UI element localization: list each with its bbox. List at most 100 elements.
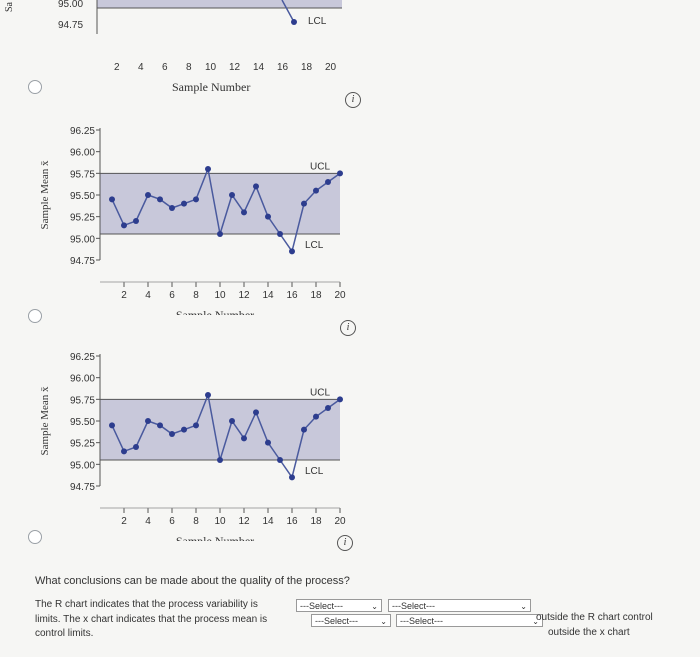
x-tick-label: 12 (238, 516, 250, 527)
data-point (337, 396, 343, 403)
chevron-down-icon: ⌄ (532, 617, 539, 626)
data-point (241, 435, 247, 442)
chart-top-series-line (281, 0, 295, 23)
x-tick-label: 16 (286, 516, 298, 527)
chart-top-xtick-6: 6 (162, 62, 168, 73)
variability-select[interactable]: ---Select--- ⌄ (296, 599, 382, 612)
y-tick-label: 95.25 (70, 213, 95, 224)
chart-top-xtick-8: 8 (186, 62, 192, 73)
chart-top: Sa 95.00 94.75 LCL 2 4 6 8 10 12 14 16 1… (4, 0, 342, 94)
x-tick-label: 8 (193, 290, 199, 301)
chart-top-ytick-1: 94.75 (58, 20, 83, 31)
data-point (265, 213, 271, 220)
x-tick-label: 2 (121, 290, 127, 301)
x-tick-label: 12 (238, 290, 250, 301)
x-tick-label: 16 (286, 290, 298, 301)
y-tick-label: 94.75 (70, 256, 95, 267)
y-tick-label: 95.25 (70, 439, 95, 450)
data-point (145, 192, 151, 198)
y-tick-label: 96.25 (70, 126, 95, 137)
data-point (133, 444, 139, 450)
data-point (217, 231, 223, 237)
question-prompt: What conclusions can be made about the q… (35, 575, 350, 587)
x-tick-label: 2 (121, 516, 127, 527)
data-point (325, 405, 331, 411)
y-tick-label: 95.50 (70, 417, 95, 428)
y-axis-label: Sample Mean x̄ (39, 386, 51, 456)
select-label: ---Select--- (400, 616, 443, 626)
data-point (205, 392, 211, 398)
data-point (109, 196, 115, 203)
y-axis-label: Sample Mean x̄ (39, 160, 51, 230)
data-point (121, 222, 127, 229)
variability-limits-select[interactable]: ---Select--- ⌄ (388, 599, 531, 612)
y-tick-label: 95.50 (70, 191, 95, 202)
mean-limits-select[interactable]: ---Select--- ⌄ (396, 614, 543, 627)
data-point (181, 200, 187, 207)
chart-top-point-16 (291, 19, 297, 25)
data-point (193, 196, 199, 203)
chart-top-xtick-18: 18 (301, 62, 313, 73)
y-tick-label: 96.25 (70, 352, 95, 363)
chart-top-lcl-label: LCL (308, 16, 327, 27)
chart-top-xlabel: Sample Number (172, 80, 250, 94)
ucl-label: UCL (310, 387, 330, 398)
info-icon[interactable]: i (345, 92, 361, 108)
chart-mid: 96.25 96.00 95.75 95.50 95.25 95.00 94.75 Sampl… (39, 126, 346, 315)
data-point (205, 166, 211, 172)
data-point (265, 439, 271, 446)
data-point (313, 187, 319, 194)
answer-line-2: limits. The x chart indicates that the p… (35, 614, 267, 625)
select-label: ---Select--- (315, 616, 358, 626)
y-tick-label: 95.00 (70, 460, 95, 471)
y-tick-label: 94.75 (70, 482, 95, 493)
option-radio-a[interactable] (28, 80, 42, 94)
chart-top-ylabel: Sa (4, 1, 15, 12)
data-point (241, 209, 247, 216)
y-tick-label: 96.00 (70, 374, 95, 385)
x-tick-label: 20 (334, 516, 346, 527)
option-radio-b[interactable] (28, 309, 42, 323)
answer-right-2: outside the x chart (548, 627, 630, 638)
y-tick-label: 95.75 (70, 169, 95, 180)
answer-text-2: limits. The x chart indicates that the p… (35, 614, 268, 625)
chart-top-band (97, 0, 342, 8)
lcl-label: LCL (305, 466, 324, 477)
data-point (157, 422, 163, 429)
data-point (133, 218, 139, 224)
data-point (145, 418, 151, 424)
answer-right-1: outside the R chart control (536, 612, 653, 623)
chart-top-xtick-14: 14 (253, 62, 265, 73)
answer-text-1: The R chart indicates that the process v… (35, 599, 258, 610)
chart-top-xtick-12: 12 (229, 62, 241, 73)
chart-top-xaxis: 2 4 6 8 10 12 14 16 18 20 (114, 62, 337, 73)
option-radio-c[interactable] (28, 530, 42, 544)
chevron-down-icon: ⌄ (371, 602, 378, 611)
lcl-label: LCL (305, 240, 324, 251)
info-icon[interactable]: i (340, 320, 356, 336)
data-point (313, 413, 319, 420)
answer-text-3: control limits. (35, 628, 94, 639)
control-band (100, 399, 340, 460)
chart-top-ytick-0: 95.00 (58, 0, 83, 10)
y-tick-label: 95.00 (70, 234, 95, 245)
mean-select[interactable]: ---Select--- ⌄ (311, 614, 391, 627)
info-icon[interactable]: i (337, 535, 353, 551)
select-label: ---Select--- (300, 601, 343, 611)
data-point (289, 248, 295, 255)
data-point (169, 205, 175, 211)
chart-top-xtick-16: 16 (277, 62, 289, 73)
data-point (301, 426, 307, 433)
data-point (109, 422, 115, 429)
chart-top-xtick-20: 20 (325, 62, 337, 73)
chart-top-xtick-2: 2 (114, 62, 120, 73)
chart-bottom: 96.25 96.00 95.75 95.50 95.25 95.00 94.75 Sampl… (39, 352, 346, 541)
chart-top-xtick-10: 10 (205, 62, 217, 73)
data-point (277, 457, 283, 463)
x-tick-label: 8 (193, 516, 199, 527)
data-point (229, 192, 235, 198)
x-tick-label: 6 (169, 516, 175, 527)
data-point (325, 179, 331, 185)
control-band (100, 173, 340, 234)
x-tick-label: 18 (310, 290, 322, 301)
